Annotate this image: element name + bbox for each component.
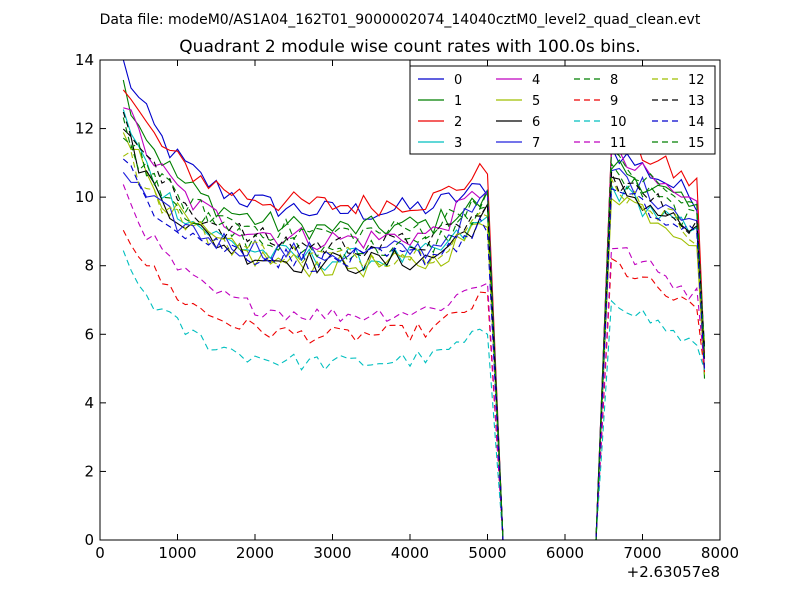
y-tick-label: 6 [84,325,94,343]
legend-label-15: 15 [688,136,705,151]
legend-label-4: 4 [532,73,540,88]
legend-label-9: 9 [610,94,618,109]
legend-label-0: 0 [454,73,462,88]
x-tick-label: 2000 [236,544,274,562]
y-tick-label: 12 [75,120,94,138]
series-line-7 [122,167,706,540]
y-tick-label: 8 [84,257,94,275]
series-line-11 [122,184,706,540]
series-line-9 [122,230,706,540]
series-line-6 [122,128,706,540]
legend-label-11: 11 [610,136,627,151]
x-tick-label: 3000 [313,544,351,562]
x-tick-label: 5000 [468,544,506,562]
legend-label-2: 2 [454,115,462,130]
series-line-8 [122,117,706,540]
y-tick-label: 14 [75,51,94,69]
legend-label-3: 3 [454,136,462,151]
chart-title: Quadrant 2 module wise count rates with … [179,37,640,57]
legend-label-1: 1 [454,94,462,109]
legend-label-10: 10 [610,115,627,130]
series-line-5 [122,132,706,540]
legend-label-7: 7 [532,136,540,151]
axes-layer: 0 1000 2000 3000 4000 5000 6000 7000 80000246810… [75,51,739,562]
x-tick-label: 4000 [391,544,429,562]
chart-suptitle: Data file: modeM0/AS1A04_162T01_90000020… [100,12,701,28]
series-line-4 [123,107,706,540]
x-tick-label: 7000 [623,544,661,562]
series-line-10 [122,250,706,540]
legend-label-8: 8 [610,73,618,88]
x-tick-label: 1000 [158,544,196,562]
x-tick-label: 6000 [546,544,584,562]
legend-label-13: 13 [688,94,705,109]
legend-label-14: 14 [688,115,705,130]
series-line-14 [122,158,706,540]
series-line-0 [122,60,706,540]
x-tick-label: 8000 [701,544,739,562]
series-line-12 [123,150,706,540]
series-layer [122,60,706,540]
series-line-13 [122,111,706,540]
series-line-15 [122,137,706,540]
y-tick-label: 4 [84,394,94,412]
y-tick-label: 10 [75,188,94,206]
y-tick-label: 2 [84,462,94,480]
x-tick-label: 0 [95,544,105,562]
series-line-2 [122,89,706,540]
legend-label-12: 12 [688,73,705,88]
legend-box [409,65,716,155]
series-line-3 [122,109,706,540]
legend-label-6: 6 [532,115,540,130]
x-offset-label: +2.63057e8 [627,563,720,581]
series-line-1 [122,79,706,540]
legend-label-5: 5 [532,94,540,109]
y-tick-label: 0 [84,531,94,549]
